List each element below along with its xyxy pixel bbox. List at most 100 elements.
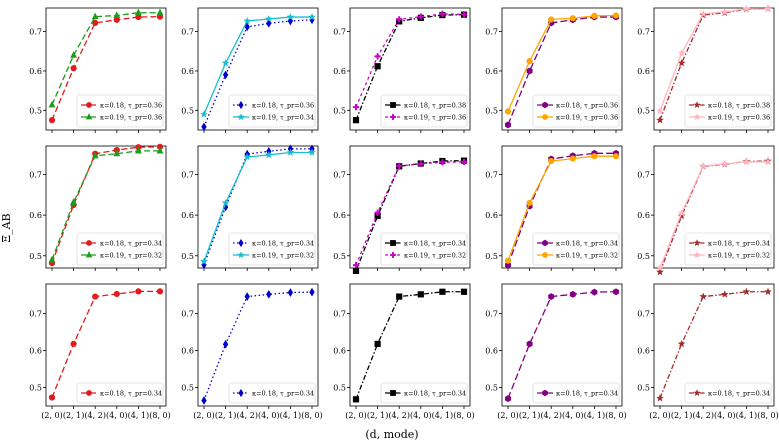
data-point: [307, 12, 317, 21]
legend-label: κ=0.19, τ_pr=0.32: [556, 252, 618, 260]
x-tick-label: (2, 0): [345, 411, 367, 420]
legend: κ=0.18, τ_pr=0.34 κ=0.19, τ_pr=0.32: [532, 232, 620, 266]
series-line: [203, 19, 313, 128]
series-line: [355, 291, 464, 400]
data-point: [396, 293, 403, 300]
x-tick-label: (4, 2): [692, 411, 714, 420]
data-point: [113, 149, 121, 157]
data-point: [548, 293, 555, 301]
legend-label: κ=0.19, τ_pr=0.36: [556, 114, 618, 122]
data-point: [720, 7, 729, 16]
legend-label: κ=0.19, τ_pr=0.32: [708, 252, 770, 260]
data-point: [526, 340, 533, 348]
data-point: [655, 106, 665, 115]
panel-r1-c5: 0.5 0.6 0.7 κ=0.18, τ_pr=0.38 κ=0.19, τ_pr=0…: [637, 4, 775, 133]
data-point: [613, 288, 619, 296]
legend-swatch-marker: [693, 251, 701, 259]
y-tick-label: 0.6: [181, 67, 194, 76]
x-tick-label: (2, 1): [63, 411, 85, 420]
legend-label: κ=0.18, τ_pr=0.34: [556, 240, 618, 248]
legend-label: κ=0.18, τ_pr=0.34: [556, 390, 618, 398]
data-point: [742, 287, 751, 296]
legend: κ=0.18, τ_pr=0.34: [380, 382, 468, 404]
y-tick-label: 0.7: [637, 28, 650, 37]
data-point: [91, 12, 99, 20]
legend-frame: [380, 232, 468, 266]
series-line: [659, 8, 769, 112]
legend: κ=0.18, τ_pr=0.36 κ=0.19, τ_pr=0.36: [76, 94, 164, 128]
data-point: [677, 208, 686, 217]
legend-label: κ=0.19, τ_pr=0.36: [100, 114, 162, 122]
legend-label: κ=0.18, τ_pr=0.36: [252, 102, 314, 110]
legend-frame: [380, 382, 468, 404]
y-tick-label: 0.7: [333, 170, 346, 179]
x-tick-label: (2, 0): [193, 411, 215, 420]
x-tick-label: (4, 0): [106, 411, 128, 420]
legend-label: κ=0.18, τ_pr=0.38: [404, 102, 466, 110]
data-point: [201, 122, 207, 132]
legend: κ=0.18, τ_pr=0.38 κ=0.19, τ_pr=0.36: [684, 94, 772, 128]
data-point: [156, 288, 164, 295]
data-point: [439, 288, 446, 295]
y-tick-label: 0.6: [333, 211, 346, 220]
legend-swatch-marker: [693, 239, 701, 247]
series-line: [51, 12, 160, 106]
data-point: [70, 65, 77, 72]
legend-swatch-marker: [238, 100, 244, 110]
data-point: [352, 396, 360, 403]
legend-frame: [532, 232, 620, 266]
data-point: [655, 393, 665, 402]
legend-swatch-marker: [86, 240, 92, 246]
data-point: [92, 293, 99, 300]
data-point: [417, 160, 424, 168]
legend-label: κ=0.19, τ_pr=0.32: [252, 252, 314, 260]
y-tick-label: 0.5: [29, 384, 42, 393]
data-point: [266, 19, 272, 28]
data-point: [113, 290, 120, 298]
legend-swatch-marker: [542, 239, 548, 247]
panel-r3-c4: 0.5 0.6 0.7 (2, 0) (2, 1) (4, 2) (4, 0) (4, 1)(…: [485, 283, 627, 420]
data-point: [286, 148, 295, 156]
data-point: [655, 267, 665, 276]
data-point: [286, 12, 295, 21]
x-tick-label: (4, 2): [540, 411, 562, 420]
data-point: [264, 14, 273, 23]
data-point: [763, 4, 773, 13]
data-point: [352, 267, 360, 274]
data-point: [396, 162, 403, 170]
data-point: [199, 110, 209, 118]
legend-label: κ=0.18, τ_pr=0.34: [404, 390, 466, 398]
data-point: [460, 158, 468, 165]
legend-label: κ=0.19, τ_pr=0.36: [708, 114, 770, 122]
data-point: [134, 146, 142, 154]
x-tick-label: (8, 0): [757, 411, 779, 420]
legend: κ=0.18, τ_pr=0.36 κ=0.19, τ_pr=0.34: [228, 94, 316, 128]
data-point: [763, 157, 773, 166]
x-tick-label: (2, 1): [671, 411, 693, 420]
data-point: [699, 292, 708, 301]
legend-label: κ=0.19, τ_pr=0.36: [404, 114, 466, 122]
y-tick-label: 0.7: [485, 28, 498, 37]
legend: κ=0.18, τ_pr=0.34 κ=0.19, τ_pr=0.32: [684, 232, 772, 266]
y-tick-label: 0.7: [485, 310, 498, 319]
data-point: [374, 63, 381, 70]
y-tick-label: 0.5: [333, 106, 346, 115]
legend-frame: [380, 94, 468, 128]
legend-frame: [76, 232, 164, 266]
legend-label: κ=0.18, τ_pr=0.34: [252, 390, 314, 398]
y-tick-label: 0.7: [181, 170, 194, 179]
panel-r3-c3: 0.5 0.6 0.7 (2, 0) (2, 1) (4, 2) (4, 0) (4, 1)(…: [333, 283, 475, 420]
data-point: [569, 290, 576, 298]
legend: κ=0.18, τ_pr=0.34 κ=0.19, τ_pr=0.32: [380, 232, 468, 266]
legend-frame: [228, 232, 316, 266]
data-point: [48, 117, 56, 124]
x-tick-label: (2, 1): [519, 411, 541, 420]
y-tick-label: 0.7: [637, 310, 650, 319]
series-line: [51, 146, 161, 264]
legend-swatch-marker: [86, 390, 92, 396]
data-point: [677, 58, 686, 67]
y-tick-label: 0.5: [181, 106, 194, 115]
series-line: [659, 161, 768, 269]
y-tick-label: 0.6: [333, 67, 346, 76]
